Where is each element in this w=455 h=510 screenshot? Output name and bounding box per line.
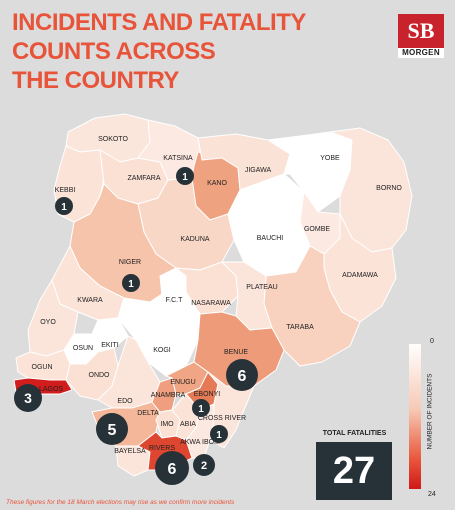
state-labels: SOKOTO KATSINA YOBE ZAMFARA KANO JIGAWA …: [32, 136, 403, 455]
bubble-lagos-value: 3: [24, 390, 32, 406]
total-fatalities-label: TOTAL FATALITIES: [322, 430, 387, 437]
title-line-1: INCIDENTS AND FATALITY: [12, 9, 306, 36]
label-bauchi: BAUCHI: [257, 235, 284, 242]
bubble-akwa-ibom-value: 2: [201, 460, 207, 472]
label-kwara: KWARA: [77, 297, 103, 304]
bubble-katsina: [176, 167, 194, 185]
label-kebbi: KEBBI: [55, 187, 76, 194]
bubble-lagos: [14, 384, 42, 412]
bubble-kebbi-value: 1: [61, 202, 67, 213]
state-nasarawa: [175, 261, 239, 315]
total-fatalities-value: 27: [316, 442, 392, 500]
logo-word: MORGEN: [398, 48, 444, 58]
state-yobe: [267, 131, 353, 213]
label-taraba: TARABA: [286, 324, 314, 331]
footnote: These figures for the 18 March elections…: [6, 499, 235, 506]
label-ekiti: EKITI: [101, 342, 119, 349]
title-line-2: COUNTS ACROSS: [12, 38, 216, 65]
bubble-delta: [96, 413, 128, 445]
bubble-benue: [226, 359, 258, 391]
bubble-cross-river: [210, 425, 228, 443]
legend-min: 0: [430, 338, 434, 345]
label-cross-river: CROSS RIVER: [198, 415, 246, 422]
label-enugu: ENUGU: [170, 379, 195, 386]
label-sokoto: SOKOTO: [98, 136, 128, 143]
label-imo: IMO: [160, 421, 174, 428]
page-title: INCIDENTS AND FATALITY COUNTS ACROSS THE…: [12, 8, 332, 95]
label-nasarawa: NASARAWA: [191, 300, 231, 307]
bubble-kebbi: [55, 197, 73, 215]
bubble-benue-value: 6: [238, 368, 247, 385]
label-plateau: PLATEAU: [246, 284, 277, 291]
bubble-niger: [122, 274, 140, 292]
bubble-akwa-ibom: [193, 454, 215, 476]
logo-mark: SB: [398, 14, 444, 48]
bubble-ebonyi: [192, 399, 210, 417]
label-fct: F.C.T: [166, 297, 183, 304]
label-kano: KANO: [207, 180, 227, 187]
label-anambra: ANAMBRA: [151, 392, 186, 399]
bubble-ebonyi-value: 1: [198, 404, 204, 415]
label-gombe: GOMBE: [304, 226, 330, 233]
label-edo: EDO: [117, 398, 133, 405]
label-akwa-ibom: AKWA IBOM: [180, 439, 220, 446]
label-ondo: ONDO: [89, 372, 111, 379]
legend-color-scale: [409, 344, 421, 489]
label-katsina: KATSINA: [163, 155, 193, 162]
bubble-cross-river-value: 1: [216, 430, 222, 441]
bubble-rivers-value: 6: [168, 461, 177, 478]
label-delta: DELTA: [137, 410, 159, 417]
label-osun: OSUN: [73, 345, 93, 352]
label-zamfara: ZAMFARA: [127, 175, 160, 182]
label-kogi: KOGI: [153, 347, 171, 354]
label-abia: ABIA: [180, 421, 196, 428]
title-line-3: THE COUNTRY: [12, 67, 179, 94]
fatality-bubbles: 1 1 1 6 3 1 1 5 2 6: [14, 167, 258, 485]
bubble-delta-value: 5: [108, 422, 117, 439]
label-adamawa: ADAMAWA: [342, 272, 378, 279]
label-rivers: RIVERS: [149, 445, 175, 452]
legend-title: NUMBER OF INCIDENTS: [426, 373, 434, 450]
label-benue: BENUE: [224, 349, 248, 356]
legend-max: 24: [428, 491, 436, 498]
label-borno: BORNO: [376, 185, 402, 192]
label-kaduna: KADUNA: [180, 236, 210, 243]
label-yobe: YOBE: [320, 155, 340, 162]
label-ogun: OGUN: [32, 364, 53, 371]
bubble-rivers: [155, 451, 189, 485]
label-bayelsa: BAYELSA: [114, 448, 146, 455]
label-niger: NIGER: [119, 259, 141, 266]
label-lagos: LAGOS: [39, 386, 63, 393]
bubble-niger-value: 1: [128, 279, 134, 290]
label-jigawa: JIGAWA: [245, 167, 272, 174]
label-oyo: OYO: [40, 319, 56, 326]
sb-morgen-logo: SB MORGEN: [398, 14, 444, 58]
label-ebonyi: EBONYI: [194, 391, 221, 398]
bubble-katsina-value: 1: [182, 172, 188, 183]
